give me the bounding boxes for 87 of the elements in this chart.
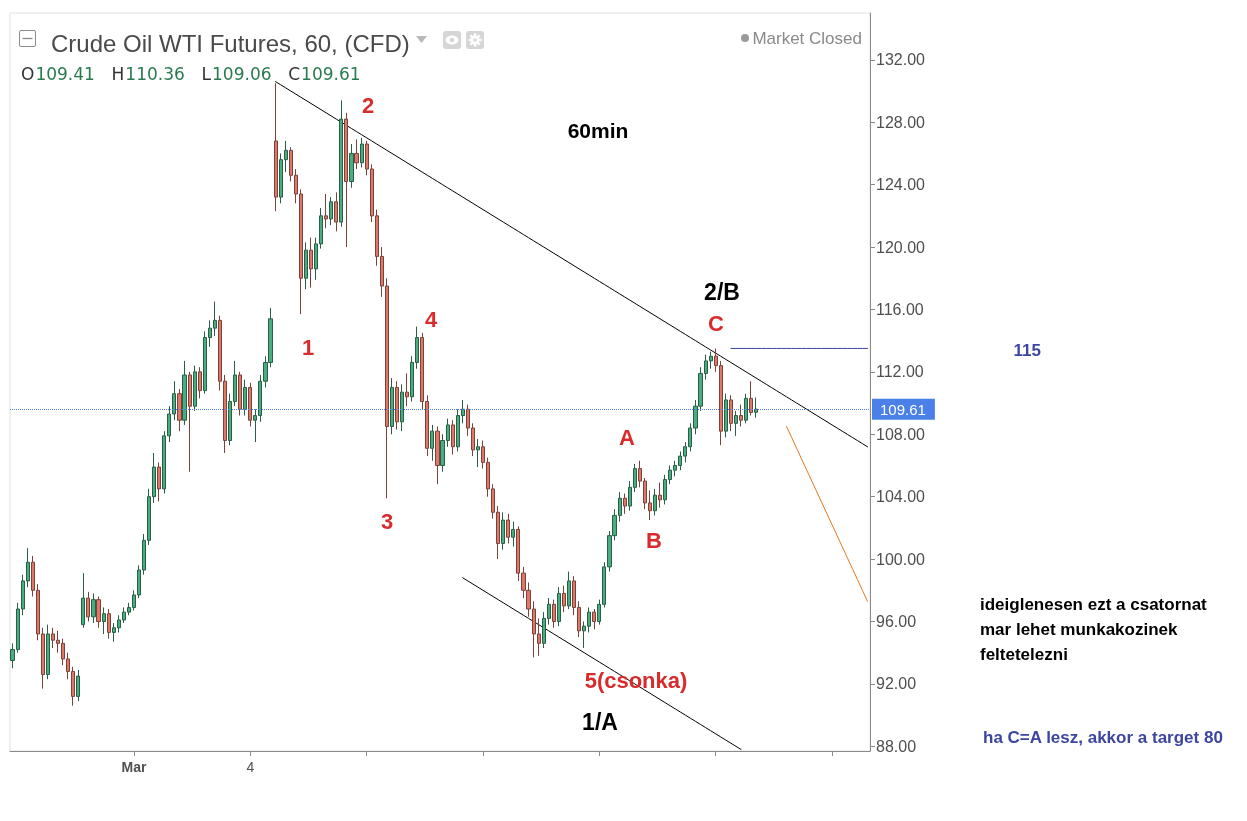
text: O109.41 H110.36 L109.06 C109.61	[21, 64, 361, 84]
candlestick	[754, 396, 758, 419]
candlestick	[304, 241, 308, 290]
candlestick	[96, 596, 101, 629]
candlestick	[623, 493, 627, 515]
y-tick-label: 120.00	[876, 238, 926, 256]
candlestick	[177, 388, 182, 432]
candlestick	[734, 410, 738, 437]
candlestick	[349, 143, 354, 189]
y-tick-label: 96.00	[876, 613, 917, 630]
y-tick-label: 112.00	[876, 363, 924, 381]
y-tick-label: 116.00	[876, 300, 924, 318]
text: Crude Oil WTI Futures, 60, (CFD)	[51, 29, 410, 57]
text: 115	[1013, 340, 1041, 360]
candlestick	[76, 669, 80, 702]
candlestick	[198, 366, 202, 399]
candlestick	[476, 438, 480, 468]
candlestick	[344, 112, 348, 248]
y-tick-label: 108.00	[876, 425, 926, 443]
y-tick-label: 100.00	[876, 550, 926, 568]
candlestick	[724, 393, 728, 438]
y-tick-label: 128.00	[876, 113, 926, 131]
candlestick	[274, 82, 278, 212]
candlestick	[182, 360, 187, 426]
candlestick	[329, 196, 333, 226]
candlestick	[243, 379, 247, 417]
candlestick	[390, 377, 394, 435]
annotation: 2/B	[704, 279, 740, 305]
candlestick	[46, 624, 50, 680]
annotation: A	[619, 424, 636, 450]
candlestick	[729, 394, 733, 432]
candlestick	[451, 419, 455, 456]
candlestick	[334, 191, 338, 232]
candlestick	[188, 371, 192, 473]
candlestick	[248, 382, 252, 427]
text: ha C=A lesz, akkor a target 80	[983, 727, 1223, 747]
candlestick	[193, 365, 197, 412]
annotation: 1/A	[582, 709, 618, 735]
candlestick	[354, 138, 359, 170]
candlestick	[81, 572, 85, 629]
candlestick	[506, 513, 510, 544]
line-series	[786, 425, 868, 602]
candlestick	[501, 511, 505, 551]
annotation: B	[646, 527, 662, 553]
candlestick	[238, 371, 242, 417]
annotation: 3	[380, 508, 394, 534]
candlestick	[567, 571, 571, 610]
candlestick	[395, 380, 399, 431]
annotation: 60min	[567, 118, 629, 142]
candlestick	[511, 521, 515, 548]
candlestick	[91, 592, 96, 624]
annotation: 2	[361, 92, 375, 118]
annotation: Market Closed	[752, 28, 862, 48]
candlestick	[360, 137, 364, 168]
annotation: 1	[301, 334, 315, 360]
candlestick	[435, 425, 440, 485]
candlestick	[592, 608, 596, 630]
x-tick-label: Mar	[121, 759, 147, 775]
ref-line-label: 109.61	[880, 400, 926, 418]
candlestick	[557, 586, 561, 627]
y-tick-label: 88.00	[876, 737, 917, 755]
candlestick	[309, 237, 313, 289]
y-tick-label: 104.00	[876, 488, 926, 506]
annotation: C	[708, 310, 725, 336]
candlestick	[400, 383, 404, 432]
y-tick-label: 92.00	[876, 675, 917, 693]
candlestick	[552, 599, 556, 629]
candlestick	[324, 193, 328, 229]
annotation: 4	[424, 306, 438, 332]
candlestick	[102, 606, 106, 635]
line-series	[275, 81, 868, 448]
candlestick	[749, 380, 753, 417]
candlestick	[658, 482, 662, 509]
candlestick	[339, 99, 343, 228]
text: ideiglenesen ezt a csatornat mar lehet munkakozinek feltetelezni	[980, 595, 1212, 664]
y-tick-label: 132.00	[876, 51, 926, 69]
y-tick-label: 124.00	[876, 176, 926, 194]
candlestick	[744, 393, 748, 424]
candlestick	[86, 591, 90, 622]
candlestick	[430, 424, 434, 462]
candlestick	[562, 585, 566, 613]
candlestick	[107, 608, 111, 640]
candlestick	[739, 404, 743, 427]
candlestick	[157, 461, 161, 502]
candlestick	[653, 488, 657, 516]
candlestick	[405, 372, 409, 407]
line-series	[462, 577, 742, 750]
